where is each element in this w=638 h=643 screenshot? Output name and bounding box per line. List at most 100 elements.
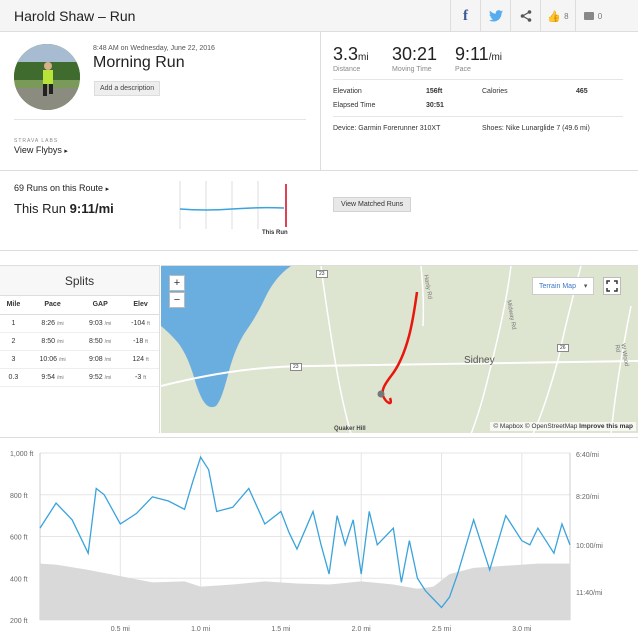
twitter-share-button[interactable] — [480, 0, 510, 32]
peak-label: Quaker Hill — [334, 426, 366, 432]
divider — [14, 119, 306, 120]
zoom-in-button[interactable]: + — [169, 275, 185, 291]
view-matched-runs-button[interactable]: View Matched Runs — [333, 197, 412, 212]
elevation-label: Elevation — [333, 88, 362, 95]
table-row[interactable]: 0.3 9:54 /mi 9:52 /mi -3 ft — [0, 368, 159, 387]
route-pace-sparkline[interactable] — [176, 181, 296, 241]
gap-cell: 8:50 /mi — [78, 332, 123, 351]
elapsed-time-label: Elapsed Time — [333, 102, 376, 109]
shoes-info: Shoes: Nike Lunarglide 7 (49.6 mi) — [482, 125, 590, 132]
elevation-area — [40, 563, 570, 620]
pace-cell: 8:26 /mi — [26, 314, 79, 333]
thumbs-up-icon: 👍 — [547, 10, 562, 23]
route-shield: 23 — [290, 363, 302, 371]
zoom-out-button[interactable]: − — [169, 292, 185, 308]
calories-label: Calories — [482, 88, 508, 95]
pace-line — [39, 455, 571, 609]
table-row[interactable]: 1 8:26 /mi 9:03 /mi -104 ft — [0, 314, 159, 333]
x-tick-label: 1.0 mi — [191, 626, 211, 633]
y-tick-label: 1,000 ft — [10, 451, 33, 458]
chevron-down-icon: ▾ — [583, 283, 588, 290]
pace-cell: 10:06 /mi — [26, 350, 79, 369]
x-tick-label: 0.5 mi — [111, 626, 131, 633]
x-tick-label: 1.5 mi — [271, 626, 291, 633]
town-label: Sidney — [464, 355, 495, 366]
runs-on-route-label: 69 Runs on this Route — [14, 183, 104, 193]
comments-count: 0 — [597, 11, 603, 21]
view-flybys-link[interactable]: View Flybys ▸ — [14, 145, 68, 155]
pace-unit: /mi — [488, 52, 503, 63]
distance-label: Distance — [333, 66, 361, 73]
this-run-label: This Run — [14, 201, 67, 216]
run-route-line[interactable] — [381, 291, 419, 405]
elev-cell: -3 ft — [122, 368, 159, 387]
elev-cell: 124 ft — [122, 350, 159, 369]
route-comparison: 69 Runs on this Route ▸ This Run 9:11/mi… — [0, 171, 638, 251]
share-button[interactable] — [510, 0, 540, 32]
column-header: Mile — [0, 296, 27, 315]
mile-cell: 1 — [0, 314, 27, 333]
splits-table: Mile Pace GAP Elev 1 8:26 /mi 9:03 /mi -… — [0, 296, 159, 387]
elapsed-time-value: 30:51 — [426, 102, 444, 109]
route-shield: 23 — [316, 270, 328, 278]
terrain-map-label: Terrain Map — [539, 283, 576, 290]
runner-photo — [14, 44, 80, 110]
terrain-map-select[interactable]: Terrain Map ▾ — [532, 277, 595, 295]
gap-cell: 9:52 /mi — [78, 368, 123, 387]
gap-cell: 9:08 /mi — [78, 350, 123, 369]
route-start-marker[interactable] — [377, 390, 385, 398]
table-row[interactable]: 3 10:06 /mi 9:08 /mi 124 ft — [0, 350, 159, 369]
kudos-button[interactable]: 👍 8 — [540, 0, 575, 32]
chart-svg[interactable]: 1,000 ft 800 ft 600 ft 400 ft 200 ft 6:40/mi 8… — [0, 438, 638, 638]
runs-on-route-link[interactable]: 69 Runs on this Route ▸ — [14, 183, 109, 193]
sparkline-this-run-label: This Run — [262, 230, 288, 236]
elev-cell: -104 ft — [122, 314, 159, 333]
lake-shape — [161, 266, 291, 408]
comments-button[interactable]: 0 — [575, 0, 610, 32]
divider — [333, 116, 623, 117]
add-description-button[interactable]: Add a description — [94, 81, 161, 96]
gap-cell: 9:03 /mi — [78, 314, 123, 333]
y-right-tick-label: 8:20/mi — [576, 494, 599, 501]
pace-label: Pace — [455, 66, 471, 73]
y-right-tick-label: 11:40/mi — [576, 590, 603, 597]
view-flybys-label: View Flybys — [14, 145, 62, 155]
athlete-avatar[interactable] — [14, 44, 80, 110]
y-tick-label: 200 ft — [10, 618, 28, 625]
facebook-icon: f — [463, 7, 468, 24]
activity-datetime: 8:48 AM on Wednesday, June 22, 2016 — [93, 45, 215, 52]
mile-cell: 2 — [0, 332, 27, 351]
pace-stat: 9:11/mi — [455, 44, 502, 65]
page-title: Harold Shaw – Run — [14, 8, 136, 24]
moving-time-stat: 30:21 — [392, 44, 437, 65]
y-right-tick-label: 10:00/mi — [576, 543, 603, 550]
pace-cell: 8:50 /mi — [26, 332, 79, 351]
facebook-share-button[interactable]: f — [450, 0, 480, 32]
this-run-pace: 9:11/mi — [69, 201, 114, 216]
chevron-right-icon: ▸ — [105, 186, 110, 193]
x-tick-label: 2.0 mi — [352, 626, 372, 633]
splits-title: Splits — [0, 266, 159, 296]
pace-cell: 9:54 /mi — [26, 368, 79, 387]
moving-time-value: 30:21 — [392, 44, 438, 64]
y-right-tick-label: 6:40/mi — [576, 452, 599, 459]
distance-value: 3.3 — [333, 44, 359, 64]
page-header: Harold Shaw – Run f 👍 8 0 — [0, 0, 638, 32]
column-header: GAP — [78, 296, 123, 315]
map-attribution: © Mapbox © OpenStreetMap Improve this ma… — [490, 422, 636, 431]
column-header: Elev — [122, 296, 159, 315]
table-row[interactable]: 2 8:50 /mi 8:50 /mi -18 ft — [0, 332, 159, 351]
chevron-right-icon: ▸ — [64, 148, 68, 155]
fullscreen-button[interactable] — [603, 277, 621, 295]
comment-icon — [583, 12, 594, 20]
elevation-value: 156ft — [426, 88, 443, 95]
osm-attribution[interactable]: © OpenStreetMap — [524, 423, 578, 430]
mapbox-attribution[interactable]: © Mapbox — [493, 423, 524, 430]
column-header: Pace — [26, 296, 79, 315]
kudos-count: 8 — [564, 11, 569, 21]
pace-value: 9:11 — [455, 44, 489, 64]
elevation-pace-chart[interactable]: 1,000 ft 800 ft 600 ft 400 ft 200 ft 6:40/mi 8… — [0, 437, 638, 640]
route-map[interactable]: + − Terrain Map ▾ Sidney Quaker Hill Han… — [161, 265, 638, 433]
device-info: Device: Garmin Forerunner 310XT — [333, 125, 441, 132]
improve-map-link[interactable]: Improve this map — [579, 423, 633, 430]
